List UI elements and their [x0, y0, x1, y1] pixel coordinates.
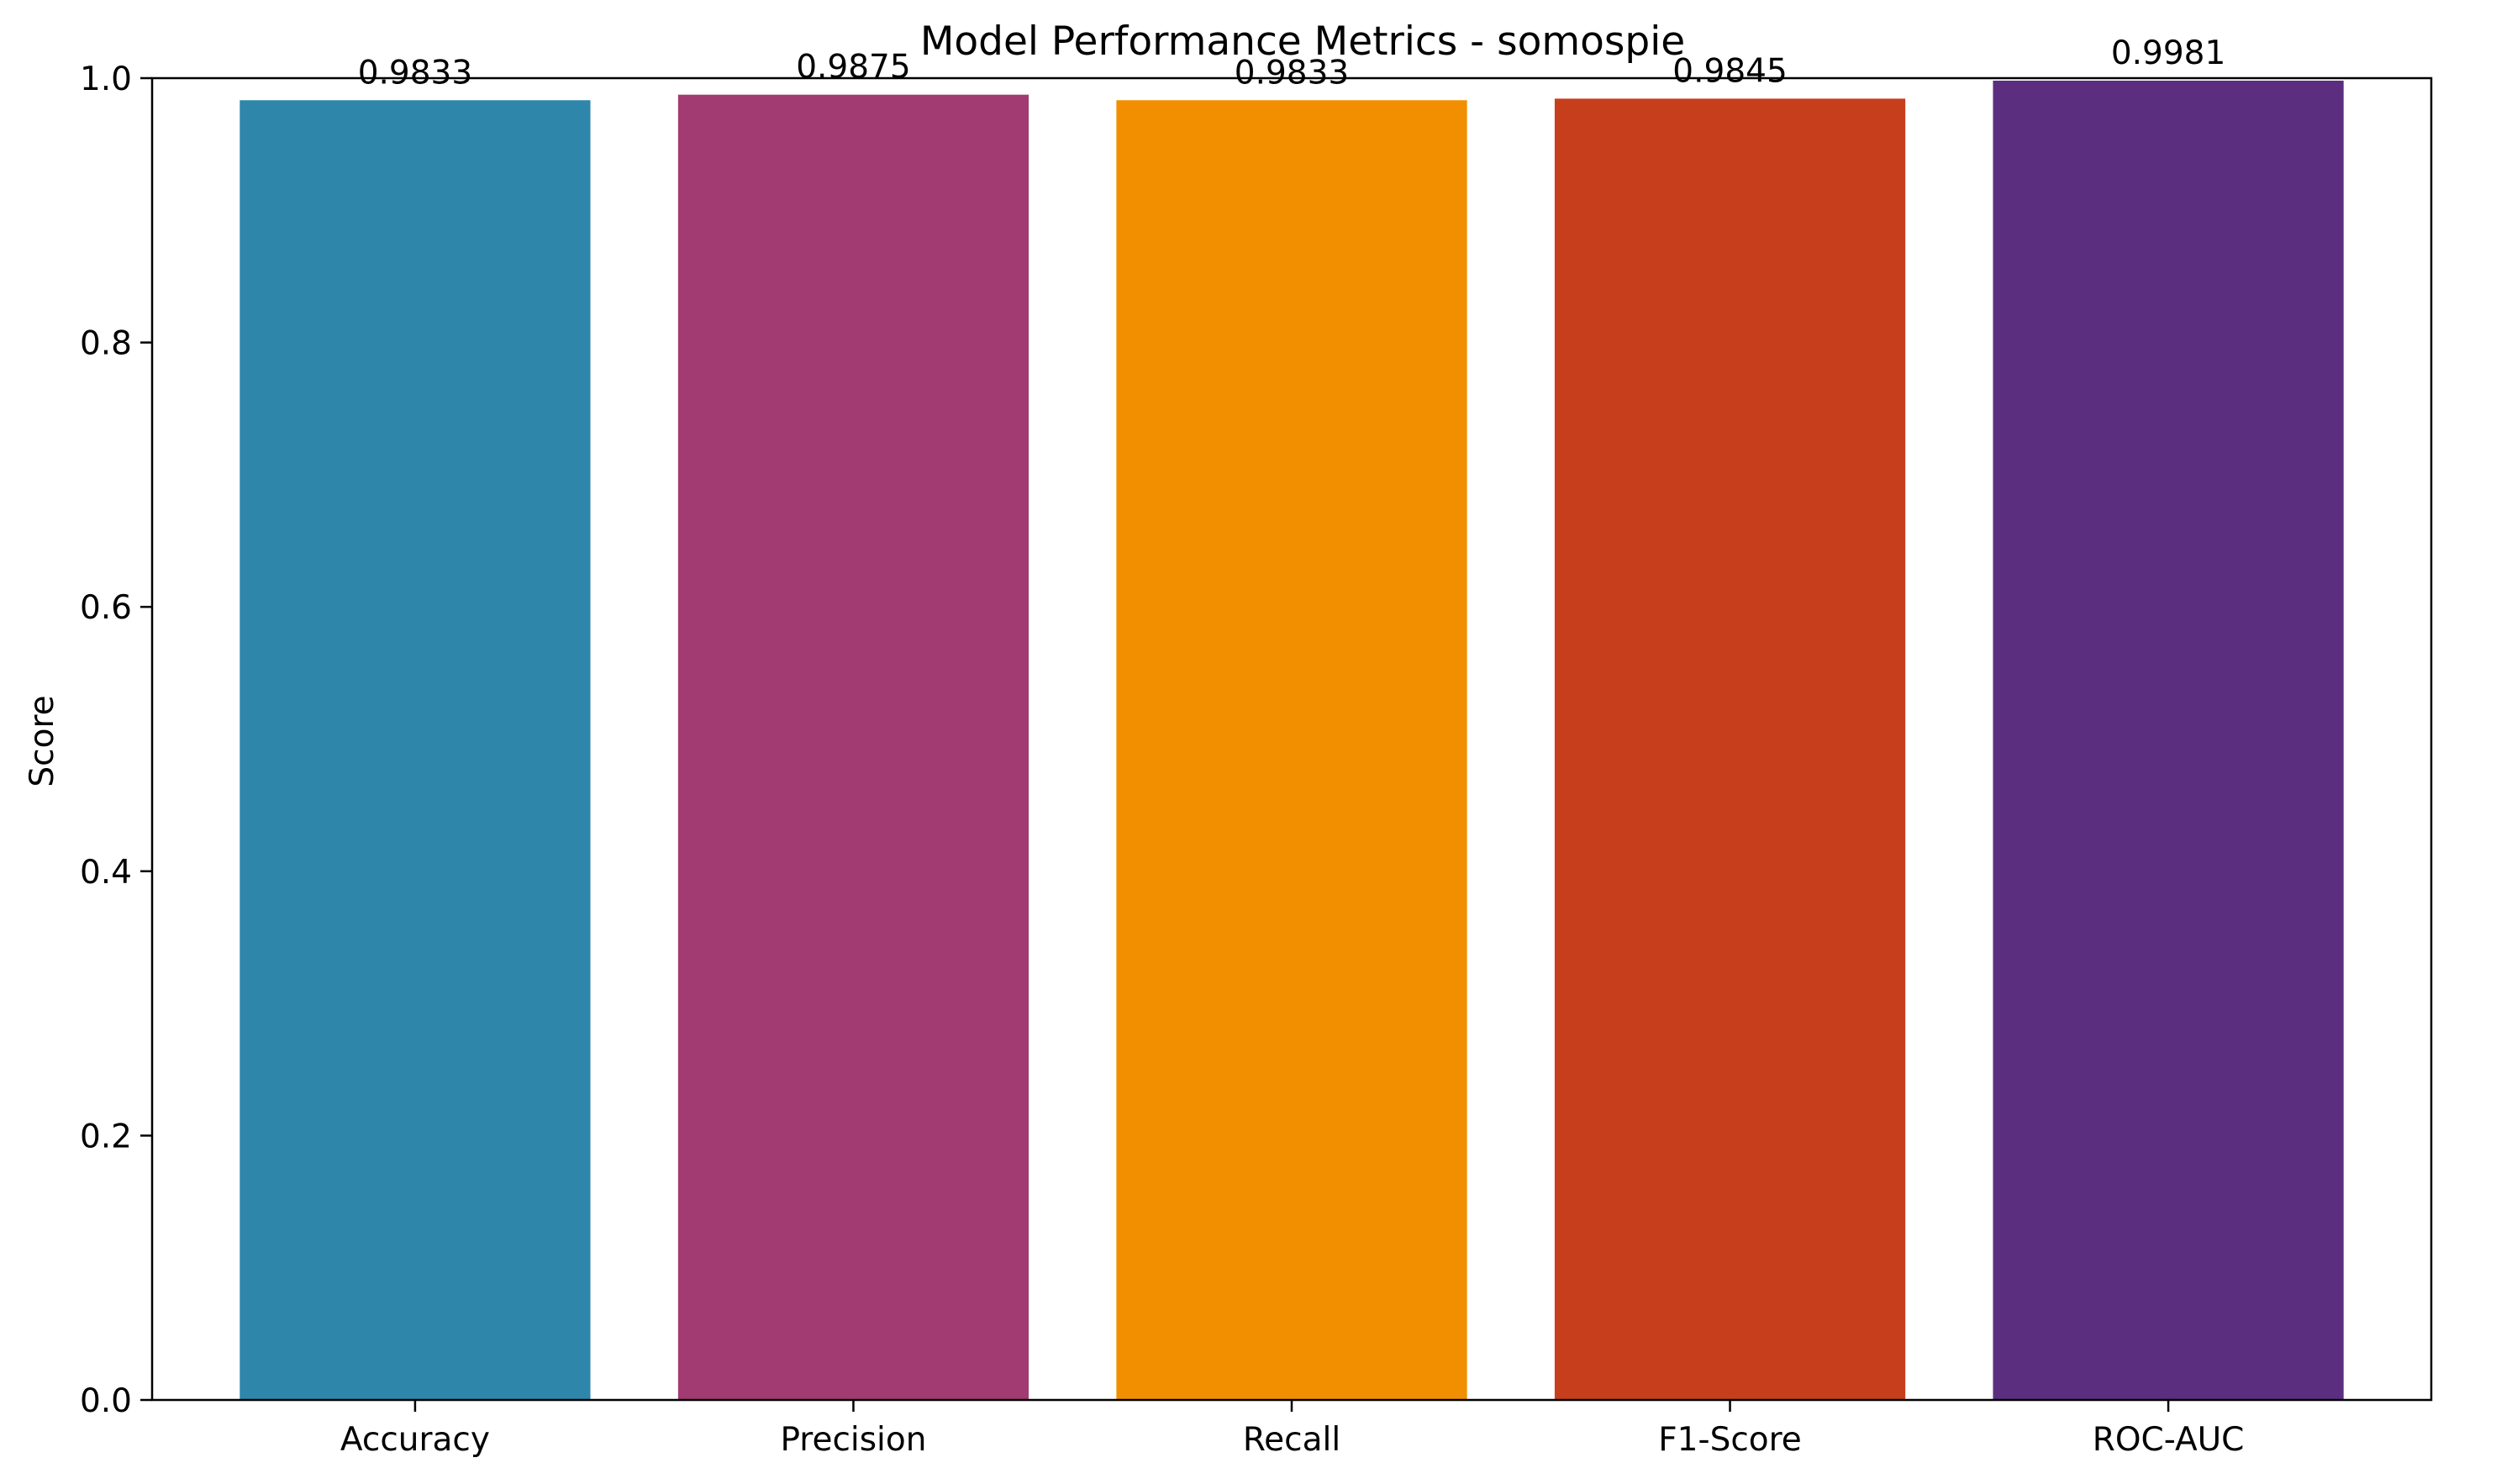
- x-tick-label: Precision: [780, 1421, 926, 1459]
- data-labels-group: 0.9833 0.9875 0.9833 0.9845 0.9981: [358, 34, 2226, 92]
- bar-f1-score: [1554, 98, 1906, 1401]
- data-label: 0.9875: [796, 49, 910, 87]
- bar-precision: [677, 94, 1029, 1401]
- bar-recall: [1116, 100, 1467, 1401]
- x-tick-label: F1-Score: [1658, 1421, 1802, 1459]
- data-label: 0.9981: [2111, 34, 2225, 72]
- data-label: 0.9845: [1672, 52, 1787, 90]
- y-tick-label: 0.0: [80, 1382, 132, 1420]
- bar-accuracy: [240, 100, 591, 1401]
- bar-roc-auc: [1993, 80, 2344, 1401]
- data-label: 0.9833: [1235, 54, 1349, 92]
- y-tick-label: 0.8: [80, 325, 132, 363]
- x-tick-label: Recall: [1243, 1421, 1340, 1459]
- x-tick-label: Accuracy: [340, 1421, 490, 1459]
- bars-group: [240, 80, 2344, 1401]
- chart-title: Model Performance Metrics - somospie: [920, 18, 1685, 65]
- y-tick-label: 1.0: [80, 61, 132, 98]
- y-axis-label: Score: [24, 695, 61, 787]
- y-tick-label: 0.6: [80, 589, 132, 627]
- x-tick-label: ROC-AUC: [2093, 1421, 2245, 1459]
- data-label: 0.9833: [358, 54, 472, 92]
- x-axis: Accuracy Precision Recall F1-Score ROC-AUC: [340, 1400, 2245, 1459]
- y-axis: 0.0 0.2 0.4 0.6 0.8 1.0: [80, 61, 152, 1420]
- y-tick-label: 0.4: [80, 854, 132, 892]
- y-tick-label: 0.2: [80, 1118, 132, 1155]
